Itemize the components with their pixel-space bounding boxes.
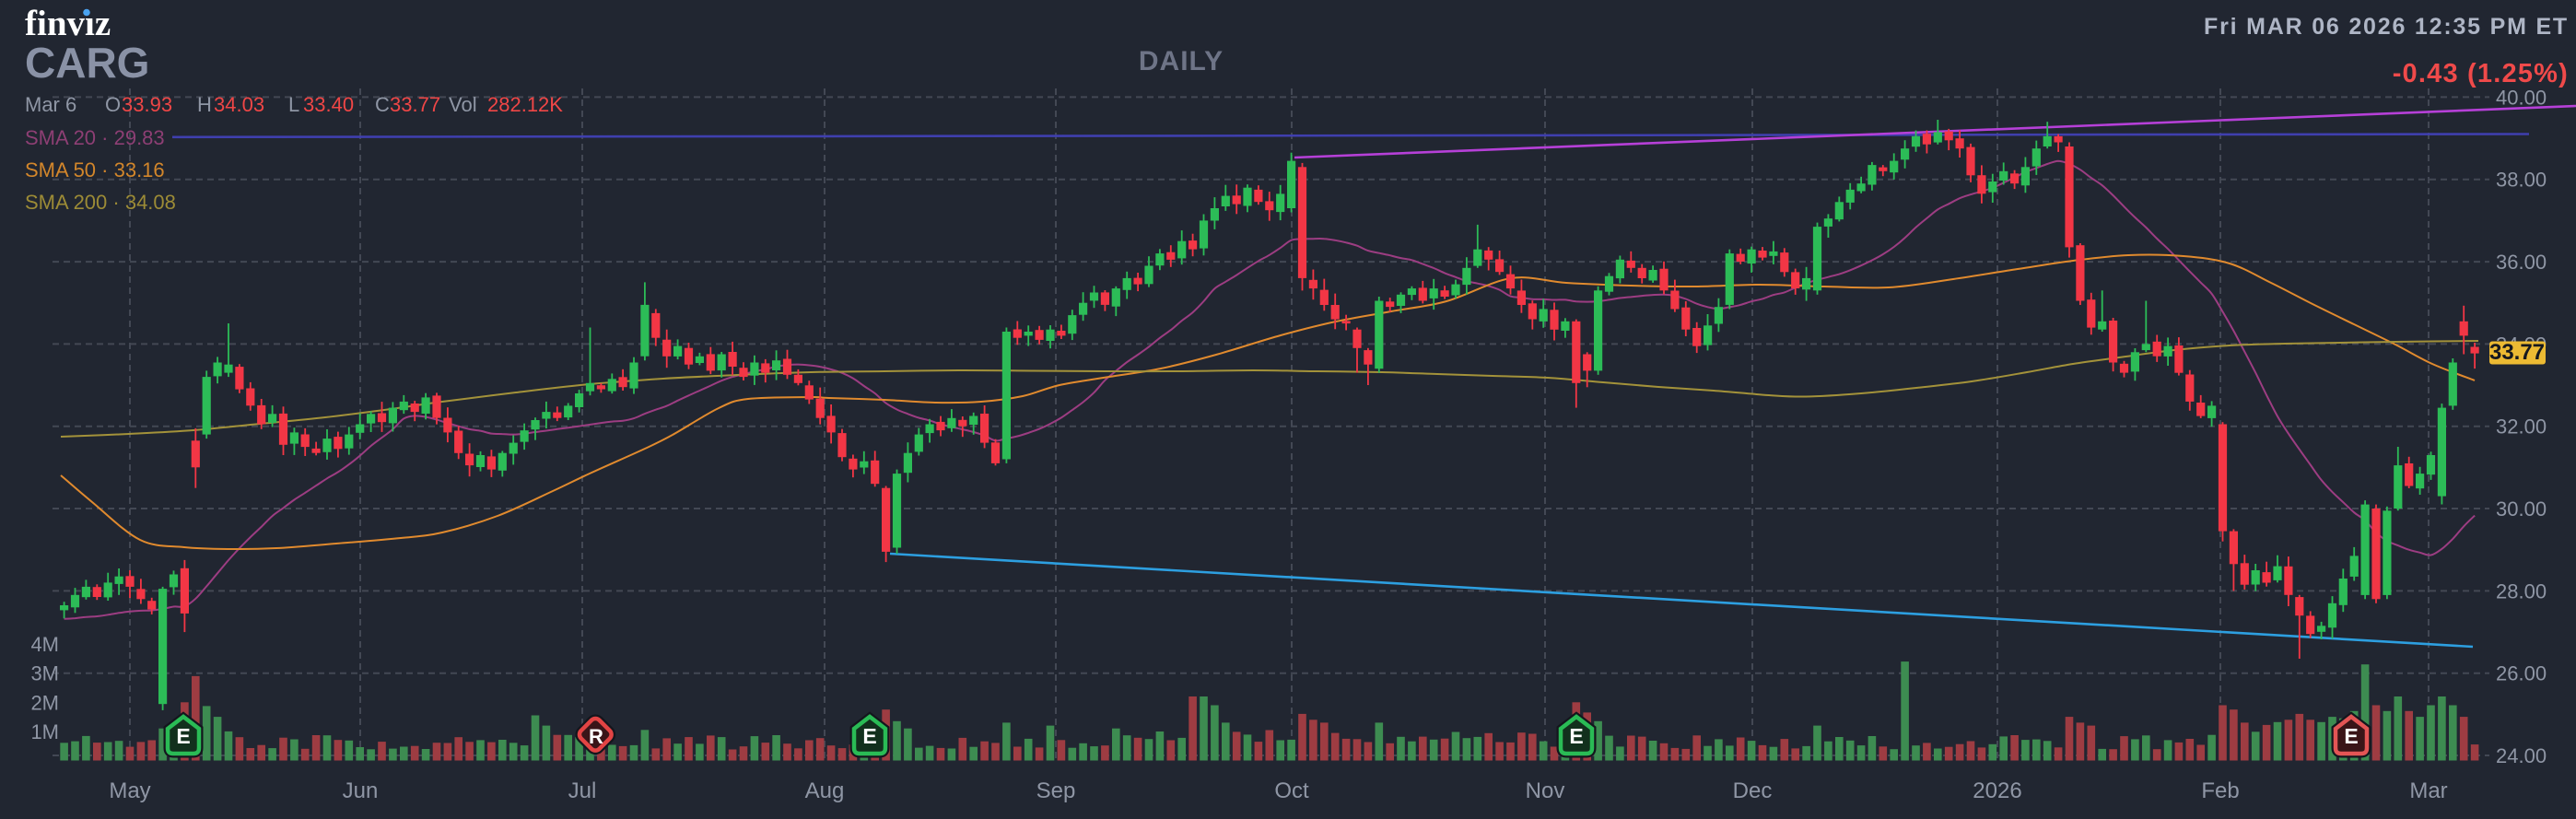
svg-text:33.40: 33.40 <box>303 93 354 116</box>
svg-text:2M: 2M <box>30 691 59 714</box>
svg-text:33.77: 33.77 <box>390 93 440 116</box>
svg-text:24.00: 24.00 <box>2496 744 2547 767</box>
svg-text:CARG: CARG <box>25 39 149 87</box>
svg-text:Mar: Mar <box>2409 778 2447 803</box>
svg-text:33.77: 33.77 <box>2489 340 2545 365</box>
svg-text:32.00: 32.00 <box>2496 415 2547 439</box>
svg-text:33.93: 33.93 <box>122 93 172 116</box>
svg-text:2026: 2026 <box>1973 778 2021 803</box>
svg-text:Mar 6: Mar 6 <box>25 93 76 116</box>
svg-text:Jun: Jun <box>343 778 379 803</box>
svg-text:282.12K: 282.12K <box>487 93 563 116</box>
svg-text:C: C <box>375 93 390 116</box>
svg-text:3M: 3M <box>30 662 59 685</box>
svg-text:O: O <box>105 93 121 116</box>
svg-text:38.00: 38.00 <box>2496 169 2547 192</box>
svg-text:Sep: Sep <box>1036 778 1076 803</box>
svg-text:Feb: Feb <box>2201 778 2239 803</box>
svg-text:Oct: Oct <box>1274 778 1309 803</box>
svg-text:-0.43 (1.25%): -0.43 (1.25%) <box>2393 59 2569 88</box>
svg-text:36.00: 36.00 <box>2496 251 2547 274</box>
svg-text:1M: 1M <box>30 720 59 743</box>
svg-text:E: E <box>1569 724 1583 748</box>
svg-text:Aug: Aug <box>805 778 845 803</box>
svg-text:finvız: finvız <box>25 4 111 43</box>
svg-text:SMA 200 · 34.08: SMA 200 · 34.08 <box>25 191 176 214</box>
svg-text:Dec: Dec <box>1733 778 1773 803</box>
svg-text:Nov: Nov <box>1526 778 1565 803</box>
svg-text:28.00: 28.00 <box>2496 579 2547 603</box>
svg-text:May: May <box>109 778 150 803</box>
svg-text:H: H <box>197 93 212 116</box>
svg-text:E: E <box>2344 724 2358 748</box>
svg-text:Fri MAR 06 2026 12:35 PM ET: Fri MAR 06 2026 12:35 PM ET <box>2204 14 2569 40</box>
svg-text:Jul: Jul <box>568 778 597 803</box>
svg-text:30.00: 30.00 <box>2496 497 2547 521</box>
svg-text:DAILY: DAILY <box>1139 46 1224 76</box>
svg-text:Vol: Vol <box>449 93 477 116</box>
svg-text:R: R <box>589 725 603 748</box>
svg-text:26.00: 26.00 <box>2496 662 2547 685</box>
svg-text:SMA 20 · 29.83: SMA 20 · 29.83 <box>25 126 165 149</box>
svg-text:40.00: 40.00 <box>2496 86 2547 109</box>
svg-text:L: L <box>288 93 299 116</box>
svg-text:34.03: 34.03 <box>214 93 264 116</box>
svg-text:SMA 50 · 33.16: SMA 50 · 33.16 <box>25 158 165 181</box>
svg-text:E: E <box>862 724 876 748</box>
svg-text:4M: 4M <box>30 633 59 656</box>
svg-text:E: E <box>176 724 190 748</box>
